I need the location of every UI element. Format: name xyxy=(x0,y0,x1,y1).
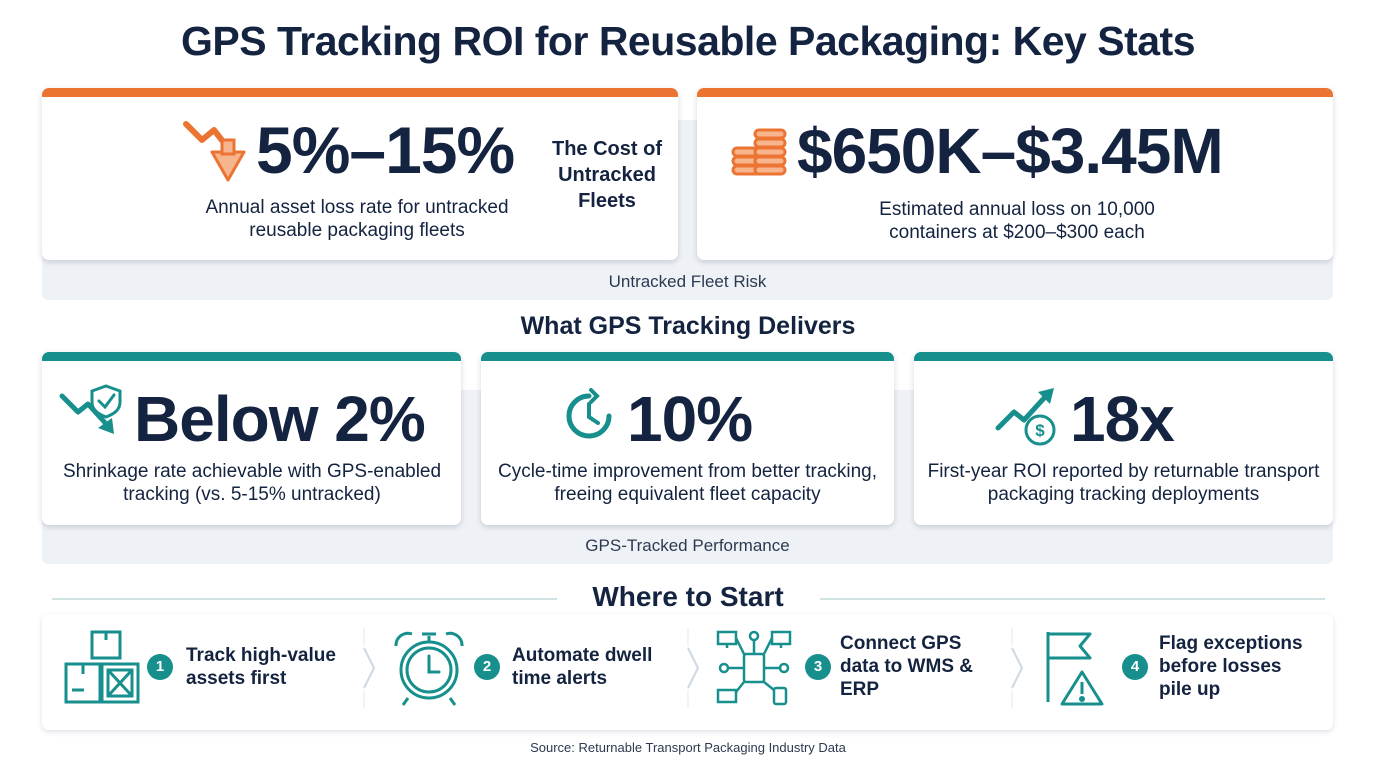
flag-warning-icon xyxy=(1040,626,1110,708)
step-2-text: Automate dwell time alerts xyxy=(512,645,653,689)
card-accent-bar xyxy=(42,88,678,97)
growth-dollar-icon: $ xyxy=(994,386,1060,448)
chevron-right-icon xyxy=(1008,628,1026,708)
step-4-text: Flag exceptions before losses pile up xyxy=(1159,633,1303,700)
step-3-number: 3 xyxy=(805,654,831,680)
delivers-heading: What GPS Tracking Delivers xyxy=(520,312,856,340)
step-1-text: Track high-value assets first xyxy=(186,645,336,689)
card-accent-bar xyxy=(481,352,894,361)
loss-rate-card: 5%–15% Annual asset loss rate for untrac… xyxy=(42,88,678,260)
clock-cycle-icon xyxy=(561,388,617,444)
shrinkage-value: Below 2% xyxy=(134,383,426,455)
shield-down-arrow-icon xyxy=(58,382,124,442)
chevron-right-icon xyxy=(360,628,378,708)
card-accent-bar xyxy=(914,352,1333,361)
svg-text:$: $ xyxy=(1035,421,1045,440)
loss-rate-value: 5%–15% xyxy=(256,113,515,187)
cycle-time-card: 10% Cycle-time improvement from better t… xyxy=(481,352,894,525)
roi-value: 18x xyxy=(1070,383,1175,455)
card-accent-bar xyxy=(697,88,1333,97)
start-divider-left xyxy=(52,598,557,600)
cost-of-untracked-heading: The Cost of Untracked Fleets xyxy=(552,138,662,212)
chevron-right-icon xyxy=(684,628,702,708)
annual-loss-value: $650K–$3.45M xyxy=(797,115,1224,187)
source-note: Source: Returnable Transport Packaging I… xyxy=(530,740,846,755)
card-accent-bar xyxy=(42,352,461,361)
shrinkage-card: Below 2% Shrinkage rate achievable with … xyxy=(42,352,461,525)
annual-loss-card: $650K–$3.45M Estimated annual loss on 10… xyxy=(697,88,1333,260)
risk-band-label: Untracked Fleet Risk xyxy=(608,272,767,291)
roi-description: First-year ROI reported by returnable tr… xyxy=(927,461,1320,505)
network-devices-icon xyxy=(714,626,794,708)
page-title: GPS Tracking ROI for Reusable Packaging:… xyxy=(181,18,1196,64)
cycle-time-value: 10% xyxy=(627,383,753,455)
coin-stack-icon xyxy=(729,124,791,182)
alarm-clock-icon xyxy=(390,626,468,708)
cycle-time-description: Cycle-time improvement from better track… xyxy=(497,461,878,505)
steps-panel: 1 Track high-value assets first 2 Automa… xyxy=(42,614,1333,730)
step-4-number: 4 xyxy=(1122,654,1148,680)
step-1-number: 1 xyxy=(147,654,173,680)
roi-card: $ 18x First-year ROI reported by returna… xyxy=(914,352,1333,525)
step-2-number: 2 xyxy=(474,654,500,680)
start-heading: Where to Start xyxy=(592,581,784,612)
step-3-text: Connect GPS data to WMS & ERP xyxy=(840,633,973,700)
annual-loss-description: Estimated annual loss on 10,000 containe… xyxy=(879,199,1155,243)
shrinkage-description: Shrinkage rate achievable with GPS-enabl… xyxy=(62,461,442,505)
down-trend-arrow-icon xyxy=(182,118,246,184)
boxes-icon xyxy=(62,628,142,708)
start-divider-right xyxy=(820,598,1325,600)
performance-band-label: GPS-Tracked Performance xyxy=(585,536,790,555)
loss-rate-description: Annual asset loss rate for untracked reu… xyxy=(205,197,509,241)
